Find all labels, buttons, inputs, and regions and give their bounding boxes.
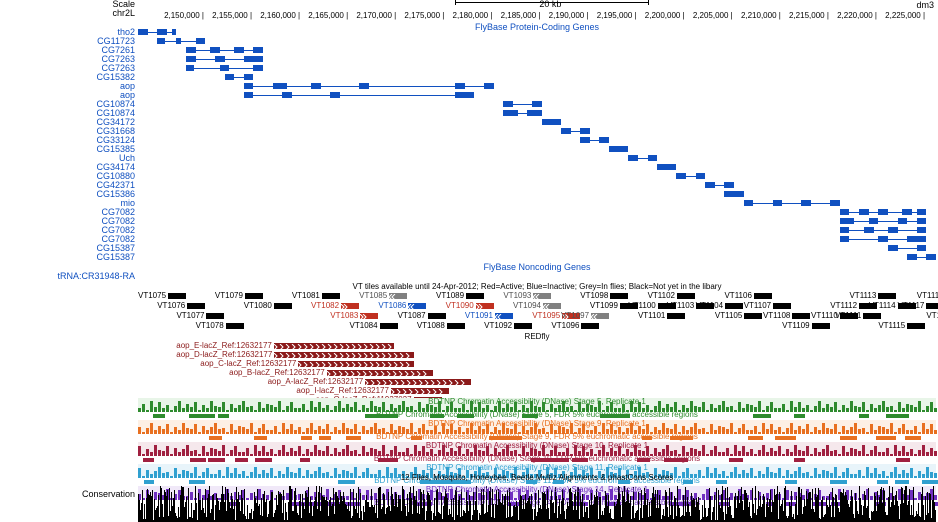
gene-row[interactable]: [138, 46, 936, 55]
vt-tile[interactable]: VT1079: [215, 291, 263, 300]
gene-row[interactable]: [138, 253, 936, 262]
vt-tile[interactable]: VT1094: [513, 301, 561, 310]
vt-tile[interactable]: VT1108: [763, 311, 810, 320]
gene-row[interactable]: [138, 109, 936, 118]
vt-tile[interactable]: VT1111: [835, 311, 881, 320]
redfly-row[interactable]: aop_B-lacZ_Ref:12632177: [138, 368, 936, 377]
vt-tile[interactable]: VT1089: [436, 291, 484, 300]
gene-row[interactable]: [138, 226, 936, 235]
redfly-label: aop_E-lacZ_Ref:12632177: [176, 341, 272, 350]
vt-row[interactable]: VT1075 VT1079 VT1081 VT1085 VT1089 VT109…: [138, 291, 936, 301]
gene-tracks[interactable]: [138, 28, 936, 262]
vt-tile[interactable]: VT1092: [484, 321, 532, 330]
gene-row[interactable]: [138, 118, 936, 127]
gene-row[interactable]: [138, 181, 936, 190]
gene-row[interactable]: [138, 145, 936, 154]
vt-tile[interactable]: VT1075: [138, 291, 186, 300]
gene-row[interactable]: [138, 172, 936, 181]
conservation-label: Conservation: [0, 490, 135, 499]
gene-row[interactable]: [138, 199, 936, 208]
redfly-row[interactable]: aop_A-lacZ_Ref:12632177: [138, 377, 936, 386]
gene-label[interactable]: CG15382: [0, 73, 135, 82]
gene-row[interactable]: [138, 37, 936, 46]
vt-tile[interactable]: VT1101: [638, 311, 685, 320]
vt-tile[interactable]: VT1076: [157, 301, 205, 310]
vt-tile[interactable]: VT1105: [715, 311, 762, 320]
gene-row[interactable]: [138, 190, 936, 199]
vt-tile[interactable]: VT1104: [696, 301, 743, 310]
vt-tile[interactable]: VT1081: [292, 291, 340, 300]
vt-tile[interactable]: VT1109: [782, 321, 829, 330]
vt-tile[interactable]: VT1119: [926, 311, 938, 320]
gene-row[interactable]: [138, 73, 936, 82]
gene-row[interactable]: [138, 154, 936, 163]
gene-row[interactable]: [138, 163, 936, 172]
vt-tile[interactable]: VT1077: [176, 311, 224, 320]
vt-tile[interactable]: VT1085: [359, 291, 407, 300]
scale-label: Scale chr2L: [0, 0, 135, 18]
gene-row[interactable]: [138, 82, 936, 91]
gene-label[interactable]: aop: [0, 82, 135, 91]
vt-tile[interactable]: VT1090: [446, 301, 494, 310]
redfly-label: aop_B-lacZ_Ref:12632177: [229, 368, 325, 377]
vt-tile[interactable]: VT1115: [878, 321, 925, 330]
gene-row[interactable]: [138, 91, 936, 100]
vt-tile[interactable]: VT1107: [744, 301, 791, 310]
gene-row[interactable]: [138, 127, 936, 136]
vt-tile[interactable]: VT1083: [330, 311, 378, 320]
vt-tile[interactable]: VT1084: [350, 321, 398, 330]
vt-tile[interactable]: VT1078: [196, 321, 244, 330]
vt-tile[interactable]: VT1118: [917, 291, 938, 300]
vt-tile[interactable]: VT1093: [503, 291, 551, 300]
vt-tile[interactable]: VT1088: [417, 321, 465, 330]
redfly-row[interactable]: aop_C-lacZ_Ref:12632177: [138, 359, 936, 368]
gene-labels: tho2CG11723CG7261CG7263CG7263CG15382aopa…: [0, 28, 135, 262]
vt-tile[interactable]: VT1096: [551, 321, 599, 330]
vt-tile[interactable]: VT1113: [849, 291, 896, 300]
redfly-label: aop_D-lacZ_Ref:12632177: [176, 350, 272, 359]
vt-tile[interactable]: VT1080: [244, 301, 292, 310]
vt-tile[interactable]: VT1098: [580, 291, 628, 300]
conservation-track[interactable]: 12 Flies, Mosquito, Honeybee, Beetle Mul…: [138, 473, 936, 522]
vt-tile[interactable]: VT1097: [561, 311, 609, 320]
gene-row[interactable]: [138, 100, 936, 109]
redfly-row[interactable]: aop_E-lacZ_Ref:12632177: [138, 341, 936, 350]
vt-tile[interactable]: VT1091: [465, 311, 513, 320]
noncoding-title-row: FlyBase Noncoding Genes: [138, 262, 936, 272]
vt-tile[interactable]: VT1106: [724, 291, 771, 300]
redfly-label: aop_C-lacZ_Ref:12632177: [200, 359, 296, 368]
gene-label[interactable]: CG15387: [0, 253, 135, 262]
gene-row[interactable]: [138, 208, 936, 217]
redfly-row[interactable]: aop_I-lacZ_Ref:12632177: [138, 386, 936, 395]
vt-tile[interactable]: VT1117: [898, 301, 938, 310]
vt-tile[interactable]: VT1086: [378, 301, 426, 310]
genome-browser: Scale chr2L 20 kb dm32,150,000 |2,155,00…: [0, 0, 938, 516]
vt-tile[interactable]: VT1102: [648, 291, 695, 300]
gene-row[interactable]: [138, 217, 936, 226]
redfly-label: aop_I-lacZ_Ref:12632177: [296, 386, 389, 395]
redfly-label: aop_A-lacZ_Ref:12632177: [268, 377, 364, 386]
vt-row[interactable]: VT1078 VT1084 VT1088 VT1092 VT1096 VT110…: [138, 321, 936, 331]
gene-row[interactable]: [138, 244, 936, 253]
dnase-tracks[interactable]: BDTNP Chromatin Accessibility (DNase) St…: [138, 398, 936, 508]
gene-row[interactable]: [138, 55, 936, 64]
gene-row[interactable]: [138, 28, 936, 37]
vt-row[interactable]: VT1077 VT1083 VT1087 VT1091 VT1095 VT109…: [138, 311, 936, 321]
gene-label[interactable]: CG15386: [0, 190, 135, 199]
vt-tile[interactable]: VT1087: [398, 311, 446, 320]
gene-label[interactable]: CG15385: [0, 145, 135, 154]
redfly-track[interactable]: REDfly aop_E-lacZ_Ref:12632177 aop_D-lac…: [138, 332, 936, 404]
gene-row[interactable]: [138, 136, 936, 145]
vt-track[interactable]: VT tiles available until 24-Apr-2012; Re…: [138, 282, 936, 331]
gene-row[interactable]: [138, 64, 936, 73]
noncoding-label: tRNA:CR31948-RA: [0, 272, 135, 281]
vt-tile[interactable]: VT1082: [311, 301, 359, 310]
vt-row[interactable]: VT1076 VT1080 VT1082 VT1086 VT1090 VT109…: [138, 301, 936, 311]
redfly-row[interactable]: aop_D-lacZ_Ref:12632177: [138, 350, 936, 359]
gene-row[interactable]: [138, 235, 936, 244]
